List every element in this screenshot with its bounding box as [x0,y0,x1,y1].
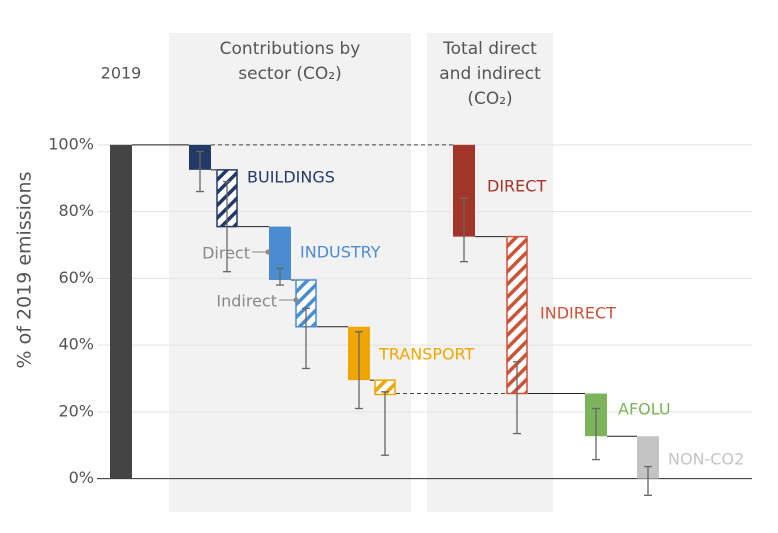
y-tick-label: 100% [48,134,94,153]
base-bar [110,144,132,479]
category-label: AFOLU [618,400,671,419]
category-label: NON-CO2 [668,450,744,469]
y-tick-label: 20% [58,401,94,420]
group-title: (CO₂) [467,89,512,109]
y-tick-label: 60% [58,268,94,287]
category-label: TRANSPORT [378,345,475,364]
bar [453,144,475,237]
annotation: Direct [202,244,250,263]
group-title: Contributions by [220,39,361,59]
y-tick-label: 0% [69,468,94,487]
group-band [427,33,553,512]
bar [269,226,291,281]
y-axis-title: % of 2019 emissions [14,172,36,369]
annotation-dot [265,249,271,255]
group-title: and indirect [439,64,541,84]
base-label: 2019 [101,64,142,83]
category-label: INDUSTRY [300,243,381,262]
category-label: DIRECT [487,177,546,196]
group-title: sector (CO₂) [238,64,341,84]
y-tick-label: 40% [58,335,94,354]
category-label: BUILDINGS [247,168,335,187]
annotation-dot [293,297,299,303]
y-tick-label: 80% [58,201,94,220]
bar [637,436,659,479]
group-title: Total direct [442,39,537,59]
annotation: Indirect [216,292,277,311]
category-label: INDIRECT [540,304,616,323]
